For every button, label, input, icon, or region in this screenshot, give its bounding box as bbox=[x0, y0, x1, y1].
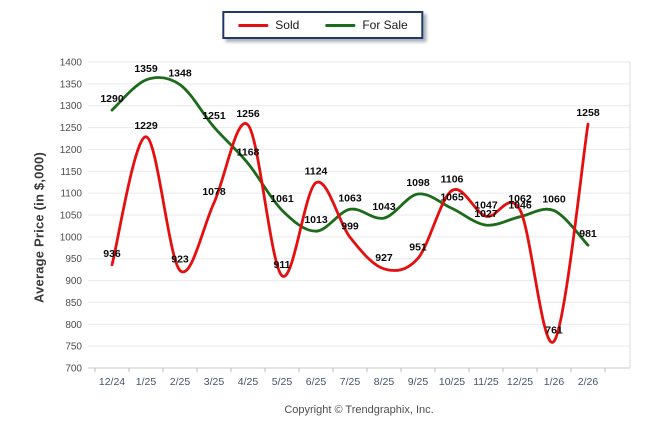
data-label: 1229 bbox=[134, 120, 158, 132]
data-label: 923 bbox=[171, 254, 189, 266]
y-tick-label: 1200 bbox=[60, 145, 83, 156]
legend-item-for-sale: For Sale bbox=[325, 18, 408, 32]
x-tick-label: 8/25 bbox=[374, 376, 395, 388]
x-tick-label: 1/25 bbox=[136, 376, 157, 388]
data-label: 1256 bbox=[236, 108, 260, 120]
data-label: 1348 bbox=[168, 68, 192, 80]
y-tick-label: 1050 bbox=[60, 211, 83, 222]
data-label: 927 bbox=[375, 252, 393, 264]
sold-line-swatch bbox=[238, 23, 269, 27]
legend-label-sold: Sold bbox=[275, 18, 300, 32]
data-label: 1065 bbox=[440, 191, 464, 203]
data-label: 1060 bbox=[542, 194, 566, 206]
data-label: 1290 bbox=[100, 93, 124, 105]
x-tick-label: 2/26 bbox=[578, 376, 599, 388]
y-tick-label: 1150 bbox=[60, 167, 82, 178]
data-label: 999 bbox=[341, 220, 359, 232]
for-sale-line-swatch bbox=[325, 23, 356, 27]
y-tick-label: 1000 bbox=[60, 232, 83, 243]
x-tick-label: 1/26 bbox=[544, 376, 565, 388]
x-tick-label: 6/25 bbox=[306, 376, 327, 388]
y-tick-label: 1350 bbox=[60, 79, 83, 90]
data-label: 936 bbox=[103, 248, 121, 260]
y-tick-label: 950 bbox=[65, 254, 82, 265]
x-tick-label: 4/25 bbox=[238, 376, 259, 388]
y-tick-label: 800 bbox=[65, 320, 82, 331]
data-label: 1098 bbox=[406, 177, 430, 189]
data-label: 1046 bbox=[508, 200, 532, 212]
x-tick-label: 3/25 bbox=[204, 376, 225, 388]
x-tick-label: 12/25 bbox=[507, 376, 533, 388]
data-label: 1359 bbox=[134, 63, 158, 75]
data-label: 1124 bbox=[305, 166, 328, 178]
data-label: 1027 bbox=[474, 208, 498, 220]
y-tick-label: 1300 bbox=[60, 101, 83, 112]
y-tick-label: 750 bbox=[65, 342, 82, 353]
y-tick-label: 900 bbox=[65, 276, 82, 287]
data-label: 1063 bbox=[338, 192, 362, 204]
data-label: 981 bbox=[579, 228, 597, 240]
data-label: 1043 bbox=[372, 201, 396, 213]
x-tick-label: 7/25 bbox=[340, 376, 361, 388]
x-tick-label: 5/25 bbox=[272, 376, 293, 388]
data-label: 1013 bbox=[304, 214, 328, 226]
x-tick-label: 10/25 bbox=[439, 376, 465, 388]
data-label: 1258 bbox=[576, 107, 600, 119]
series-line-for-sale bbox=[110, 76, 590, 247]
y-axis-title: Average Price (in $,000) bbox=[31, 152, 47, 304]
x-tick-label: 2/25 bbox=[170, 376, 191, 388]
x-tick-label: 9/25 bbox=[408, 376, 429, 388]
data-label: 1078 bbox=[202, 186, 226, 198]
y-tick-label: 1400 bbox=[60, 58, 83, 69]
data-label: 1047 bbox=[474, 199, 498, 211]
x-tick-label: 12/24 bbox=[99, 376, 125, 388]
legend-item-sold: Sold bbox=[238, 18, 299, 32]
data-label: 1251 bbox=[202, 110, 226, 122]
data-label: 1061 bbox=[270, 193, 294, 205]
x-tick-label: 11/25 bbox=[473, 376, 499, 388]
copyright-text: Copyright © Trendgraphix, Inc. bbox=[284, 404, 434, 416]
series-line-sold bbox=[110, 122, 590, 344]
data-label: 1062 bbox=[508, 193, 532, 205]
data-label: 761 bbox=[545, 324, 563, 336]
data-label: 1168 bbox=[237, 146, 260, 158]
data-label: 951 bbox=[409, 241, 427, 253]
y-tick-label: 850 bbox=[65, 298, 82, 309]
y-tick-label: 1250 bbox=[60, 123, 83, 134]
y-tick-label: 1100 bbox=[60, 189, 82, 200]
y-tick-label: 700 bbox=[65, 364, 82, 375]
legend: Sold For Sale bbox=[222, 11, 424, 39]
legend-label-for-sale: For Sale bbox=[362, 18, 408, 32]
data-label: 1106 bbox=[441, 174, 464, 186]
data-label: 911 bbox=[274, 259, 291, 271]
